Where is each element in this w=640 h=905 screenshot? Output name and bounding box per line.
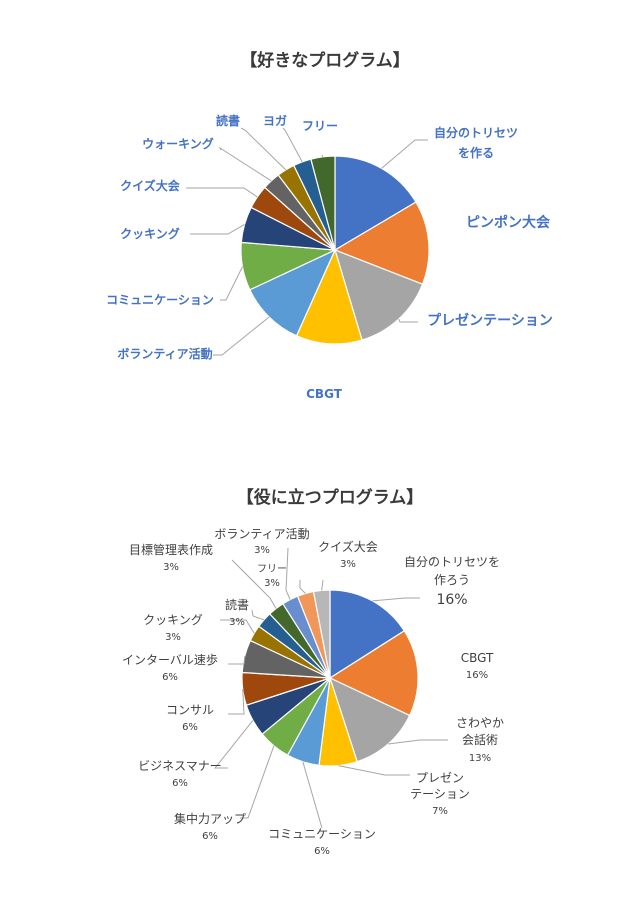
chart2-label-14: クイズ大会 xyxy=(318,539,378,554)
chart2-label-8: インターバル速歩 xyxy=(122,652,218,667)
chart1-label-0-line-1: を作る xyxy=(458,145,494,160)
chart2-label-2-line-0: さわやか xyxy=(456,716,504,730)
chart2-pct-4: 6% xyxy=(314,846,330,857)
chart2-label-1: CBGT xyxy=(461,651,494,665)
chart2-pct-11: 3% xyxy=(163,562,179,573)
chart2-slice-1 xyxy=(328,630,419,717)
chart2-label-0-line-1: 作ろう xyxy=(434,573,470,587)
chart2-pct-1: 16% xyxy=(466,670,488,681)
chart2-slice-14 xyxy=(312,589,331,679)
chart1-slice-3 xyxy=(295,248,363,345)
chart2-label-13: フリー xyxy=(257,564,287,575)
chart2-pct-12: 3% xyxy=(254,545,270,556)
chart2-slice-0 xyxy=(329,589,406,680)
chart2-pct-9: 3% xyxy=(165,632,181,643)
chart1-label-4: ボランティア活動 xyxy=(117,346,212,361)
chart1-leader-7 xyxy=(186,187,258,198)
chart1-label-6: クッキング xyxy=(120,226,180,241)
chart2-leader-2 xyxy=(388,739,448,745)
chart1-leader-0 xyxy=(381,139,428,169)
chart2-label-4: コミュニケーション xyxy=(268,827,376,841)
chart1-leader-lines xyxy=(186,127,428,356)
chart2-leader-12 xyxy=(285,547,291,600)
chart2-pct-14: 3% xyxy=(340,559,356,570)
chart1-leader-6 xyxy=(190,224,245,235)
chart1-leader-11 xyxy=(321,154,324,158)
chart2-label-2-line-1: 会話術 xyxy=(462,732,498,747)
chart1-slice-0 xyxy=(334,155,417,252)
chart2-title: 【役に立つプログラム】 xyxy=(237,487,424,508)
chart1-leader-10 xyxy=(282,127,303,163)
chart2-pct-6: 6% xyxy=(172,778,188,789)
chart1-label-0-line-0: 自分のトリセツ xyxy=(434,125,518,140)
chart1-label-5: コミュニケーション xyxy=(106,293,214,307)
chart2-leader-6 xyxy=(213,720,254,769)
chart1-slices xyxy=(240,155,430,345)
chart2-leader-10 xyxy=(251,609,265,621)
chart1-label-11: フリー xyxy=(302,119,338,133)
chart2-pct-8: 6% xyxy=(162,672,178,683)
chart2-pct-3: 7% xyxy=(432,806,448,817)
chart2-leader-3 xyxy=(338,765,410,776)
chart2-leader-13 xyxy=(299,580,306,594)
chart2-label-6: ビジネスマナー xyxy=(138,759,222,773)
chart1-label-1: ピンポン大会 xyxy=(466,214,551,231)
chart2-pct-13: 3% xyxy=(264,578,280,589)
chart1-label-8: ウォーキング xyxy=(142,136,214,151)
chart2-pct-2: 13% xyxy=(469,753,491,764)
chart2-label-3-line-1: テーション xyxy=(410,787,470,801)
chart2-leader-9 xyxy=(220,619,255,634)
chart1-label-7: クイズ大会 xyxy=(120,178,181,193)
chart2-leader-8 xyxy=(228,656,246,665)
chart2-leader-14 xyxy=(321,579,324,591)
chart2-leader-11 xyxy=(231,559,277,609)
chart2-pct-10: 3% xyxy=(229,617,245,628)
chart2-leader-5 xyxy=(240,745,275,819)
chart1-slice-4 xyxy=(249,248,337,337)
chart1-leader-8 xyxy=(218,146,272,182)
chart2-leader-lines xyxy=(213,547,448,829)
chart2-leader-4 xyxy=(302,761,323,829)
chart2-pct-5: 6% xyxy=(202,831,218,842)
chart1-leader-9 xyxy=(240,127,287,171)
chart2-pct-7: 6% xyxy=(182,722,198,733)
chart1-slice-11 xyxy=(310,155,336,251)
chart2-slice-2 xyxy=(329,676,411,763)
chart2-label-3-line-0: プレゼン xyxy=(416,771,464,785)
chart2-label-9: クッキング xyxy=(143,613,203,627)
chart2-label-10: 読書 xyxy=(225,597,249,612)
chart1-label-9: 読書 xyxy=(216,113,240,128)
chart1-leader-2 xyxy=(398,318,418,323)
chart2-pct-0: 16% xyxy=(436,592,467,608)
chart2-leader-0 xyxy=(372,597,420,602)
chart2-label-7: コンサル xyxy=(166,703,214,717)
chart1-slice-1 xyxy=(333,201,430,285)
chart1-label-2: プレゼンテーション xyxy=(427,312,553,329)
chart2-label-0-line-0: 自分のトリセツを xyxy=(404,555,500,569)
chart1-leader-5 xyxy=(220,266,243,301)
chart2-label-12: ボランティア活動 xyxy=(214,527,309,541)
chart1-label-3: CBGT xyxy=(306,387,343,401)
chart1-slice-2 xyxy=(334,248,424,341)
chart2-label-5: 集中力アップ xyxy=(174,811,246,826)
chart2-leader-7 xyxy=(228,689,245,715)
chart1-label-10: ヨガ xyxy=(263,113,287,128)
chart1-leader-4 xyxy=(213,316,270,356)
chart2-label-11: 目標管理表作成 xyxy=(129,542,213,557)
chart2-slices xyxy=(241,589,419,767)
chart1-title: 【好きなプログラム】 xyxy=(240,50,410,71)
